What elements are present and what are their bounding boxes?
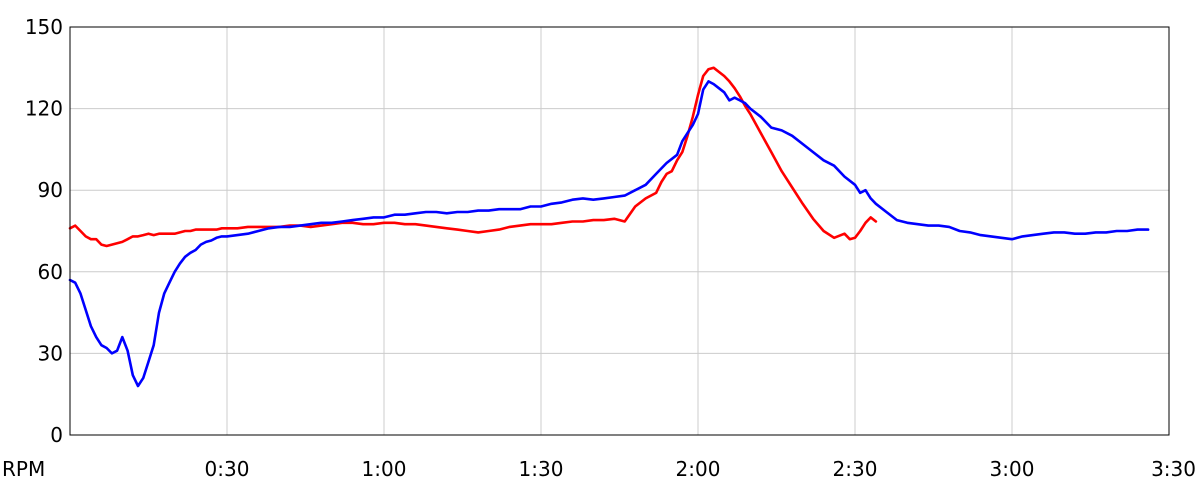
x-tick-label: 3:30 xyxy=(1151,457,1196,481)
x-tick-label: 3:00 xyxy=(990,457,1035,481)
x-tick-label: 2:30 xyxy=(833,457,878,481)
y-tick-label: 30 xyxy=(38,341,63,365)
x-tick-label: 1:30 xyxy=(519,457,564,481)
y-tick-label: 60 xyxy=(38,260,63,284)
y-tick-label: 150 xyxy=(25,15,63,39)
series-line-2 xyxy=(68,80,1150,388)
plot-frame xyxy=(69,26,1170,436)
grid xyxy=(70,27,1169,435)
x-tick-label: 2:00 xyxy=(676,457,721,481)
y-axis-ticks: 0 30 60 90 120 150 xyxy=(25,15,63,447)
y-tick-label: 90 xyxy=(38,178,63,202)
x-axis-label: RPM xyxy=(2,457,45,481)
y-tick-label: 0 xyxy=(50,423,63,447)
x-axis-ticks: RPM 0:30 1:00 1:30 2:00 2:30 3:00 3:30 xyxy=(2,457,1196,481)
series-line-1 xyxy=(68,66,878,248)
series-lines xyxy=(68,66,1150,388)
y-tick-label: 120 xyxy=(25,97,63,121)
x-tick-label: 1:00 xyxy=(362,457,407,481)
x-tick-label: 0:30 xyxy=(205,457,250,481)
